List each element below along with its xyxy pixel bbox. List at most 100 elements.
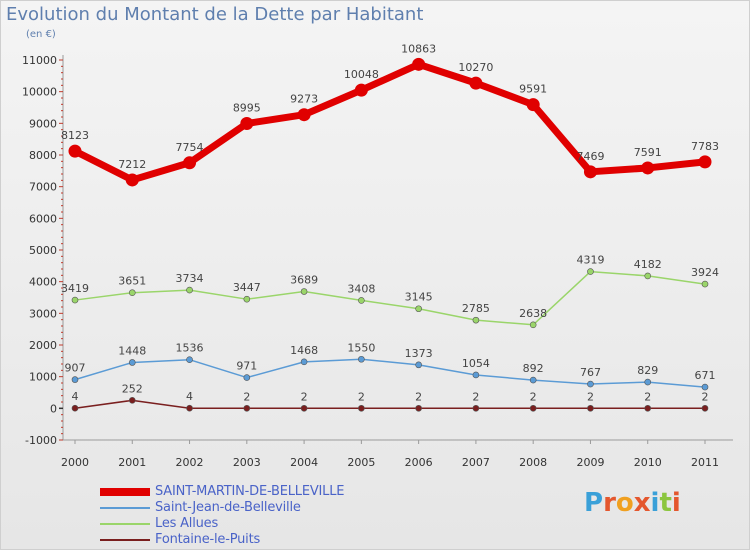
data-point-1 (358, 355, 365, 363)
data-label-0: 8995 (233, 101, 261, 114)
data-point-1 (243, 374, 251, 381)
data-label-3: 2 (530, 390, 537, 403)
data-point-2 (472, 316, 480, 324)
series-line-0 (71, 60, 709, 184)
data-label-2: 3419 (61, 282, 89, 295)
x-tick-label: 2002 (176, 456, 204, 469)
data-label-3: 2 (415, 390, 422, 403)
data-label-0: 8123 (61, 129, 89, 142)
data-label-2: 3408 (347, 282, 375, 295)
data-point-3 (71, 404, 79, 412)
series-line-3 (74, 399, 706, 410)
data-point-0 (125, 173, 139, 187)
data-label-1: 1468 (290, 344, 318, 357)
y-tick-label: 5000 (29, 244, 57, 257)
data-point-2 (587, 268, 594, 275)
x-tick-label: 2001 (118, 456, 146, 469)
data-label-1: 671 (695, 369, 716, 382)
data-label-2: 4182 (634, 258, 662, 271)
y-tick-label: 4000 (29, 276, 57, 289)
data-label-0: 10048 (344, 68, 379, 81)
data-point-1 (472, 371, 480, 379)
data-label-1: 767 (580, 366, 601, 379)
x-tick-label: 2006 (405, 456, 433, 469)
x-tick-label: 2005 (347, 456, 375, 469)
data-point-2 (701, 280, 709, 288)
data-label-2: 3734 (176, 272, 204, 285)
data-label-0: 7469 (576, 150, 604, 163)
y-tick-label: 9000 (29, 117, 57, 130)
logo-letter: t (659, 488, 672, 518)
chart-subtitle: (en €) (26, 29, 56, 40)
legend-swatch (100, 488, 150, 496)
data-point-1 (587, 380, 594, 388)
data-label-0: 10863 (401, 42, 436, 55)
legend-label: Saint-Jean-de-Belleville (155, 500, 301, 515)
data-point-3 (587, 404, 594, 412)
x-tick-label: 2008 (519, 456, 547, 469)
data-label-0: 10270 (458, 61, 493, 74)
data-label-0: 7754 (176, 141, 204, 154)
chart-title: Evolution du Montant de la Dette par Hab… (6, 4, 424, 25)
data-label-2: 2785 (462, 302, 490, 315)
data-point-2 (71, 296, 79, 304)
logo-letter: r (603, 488, 616, 518)
legend-swatch (100, 539, 150, 541)
data-point-3 (128, 397, 136, 404)
data-label-2: 3651 (118, 275, 146, 288)
logo-letter: P (584, 488, 604, 518)
data-label-2: 3689 (290, 274, 318, 287)
data-label-3: 2 (301, 390, 308, 403)
logo-letter: x (633, 488, 651, 518)
data-label-3: 4 (186, 390, 193, 403)
data-label-1: 1054 (462, 357, 490, 370)
series-line-2 (74, 270, 706, 326)
legend-swatch (100, 523, 150, 525)
data-point-3 (529, 404, 537, 412)
data-point-2 (128, 289, 136, 297)
data-point-3 (300, 404, 308, 412)
data-label-2: 3145 (405, 291, 433, 304)
data-point-3 (243, 404, 251, 412)
y-tick-label: 2000 (29, 339, 57, 352)
data-point-1 (701, 383, 709, 391)
data-point-0 (583, 165, 597, 179)
data-point-0 (412, 57, 426, 71)
series-line-1 (74, 358, 706, 388)
y-tick-label: 7000 (29, 181, 57, 194)
logo-letter: i (650, 488, 660, 518)
data-point-1 (644, 378, 652, 386)
data-label-0: 9591 (519, 83, 547, 96)
legend-swatch (100, 507, 150, 509)
y-tick-label: -1000 (25, 434, 57, 447)
data-label-1: 971 (236, 360, 257, 373)
data-label-1: 1448 (118, 344, 146, 357)
data-label-3: 2 (644, 390, 651, 403)
data-label-0: 7591 (634, 146, 662, 159)
data-point-3 (415, 404, 422, 412)
data-label-1: 1550 (347, 341, 375, 354)
x-tick-label: 2007 (462, 456, 490, 469)
data-label-3: 2 (358, 390, 365, 403)
data-point-2 (644, 272, 652, 280)
data-point-2 (529, 321, 537, 329)
data-label-1: 907 (65, 362, 86, 375)
data-point-1 (300, 358, 308, 366)
data-point-2 (186, 286, 193, 294)
data-label-0: 7783 (691, 140, 719, 153)
data-point-2 (300, 288, 308, 295)
data-point-0 (469, 76, 483, 90)
data-label-3: 252 (122, 382, 143, 395)
y-tick-label: 10000 (22, 86, 57, 99)
data-point-0 (183, 156, 197, 170)
x-tick-label: 2009 (576, 456, 604, 469)
legend-label: SAINT-MARTIN-DE-BELLEVILLE (155, 484, 345, 499)
data-label-3: 2 (587, 390, 594, 403)
data-point-0 (68, 144, 82, 158)
data-label-2: 4319 (576, 254, 604, 267)
y-tick-label: 3000 (29, 307, 57, 320)
data-label-1: 1373 (405, 347, 433, 360)
data-label-1: 1536 (176, 342, 204, 355)
